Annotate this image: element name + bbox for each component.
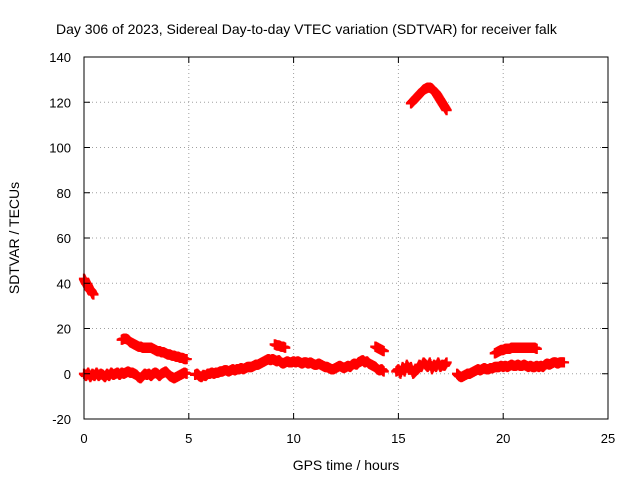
x-tick-label: 15 xyxy=(391,431,405,446)
x-tick-label: 20 xyxy=(496,431,510,446)
y-tick-label: 60 xyxy=(57,231,71,246)
y-tick-label: -20 xyxy=(52,412,71,427)
data-point xyxy=(181,353,192,365)
x-tick-label: 25 xyxy=(601,431,615,446)
data-point xyxy=(88,289,99,300)
series-baseline-1 xyxy=(78,366,192,384)
x-tick-label: 5 xyxy=(185,431,192,446)
chart-title: Day 306 of 2023, Sidereal Day-to-day VTE… xyxy=(56,21,558,37)
data-point xyxy=(280,342,291,353)
data-point xyxy=(378,366,389,377)
y-tick-label: 0 xyxy=(64,367,71,382)
data-point xyxy=(378,346,389,357)
y-axis-ticks: -20 0 20 40 60 80 100 120 140 xyxy=(49,50,608,427)
series-sat-b xyxy=(116,333,192,365)
data-point xyxy=(181,368,192,379)
gridlines xyxy=(84,57,608,419)
y-tick-label: 100 xyxy=(49,141,71,156)
data-point xyxy=(558,357,570,368)
series-sat-f xyxy=(489,342,542,359)
data-points xyxy=(78,82,570,384)
y-tick-label: 40 xyxy=(57,276,71,291)
y-tick-label: 20 xyxy=(57,322,71,337)
series-sat-d xyxy=(370,341,389,357)
y-tick-label: 80 xyxy=(57,186,71,201)
series-baseline-2 xyxy=(189,353,389,383)
series-baseline-4 xyxy=(451,357,570,383)
data-point xyxy=(531,343,542,354)
x-tick-label: 0 xyxy=(80,431,87,446)
series-sat-c xyxy=(269,339,291,353)
x-axis-label: GPS time / hours xyxy=(293,457,400,473)
y-tick-label: 140 xyxy=(49,50,71,65)
series-baseline-3 xyxy=(391,357,452,379)
x-tick-label: 10 xyxy=(286,431,300,446)
series-sat-e-peak xyxy=(405,82,452,116)
y-axis-label: SDTVAR / TECUs xyxy=(6,182,22,294)
x-axis-ticks: 0 5 10 15 20 25 xyxy=(80,57,615,446)
data-point xyxy=(441,357,452,368)
y-tick-label: 120 xyxy=(49,95,71,110)
data-point xyxy=(441,105,452,116)
series-sat-a-start xyxy=(78,273,99,300)
